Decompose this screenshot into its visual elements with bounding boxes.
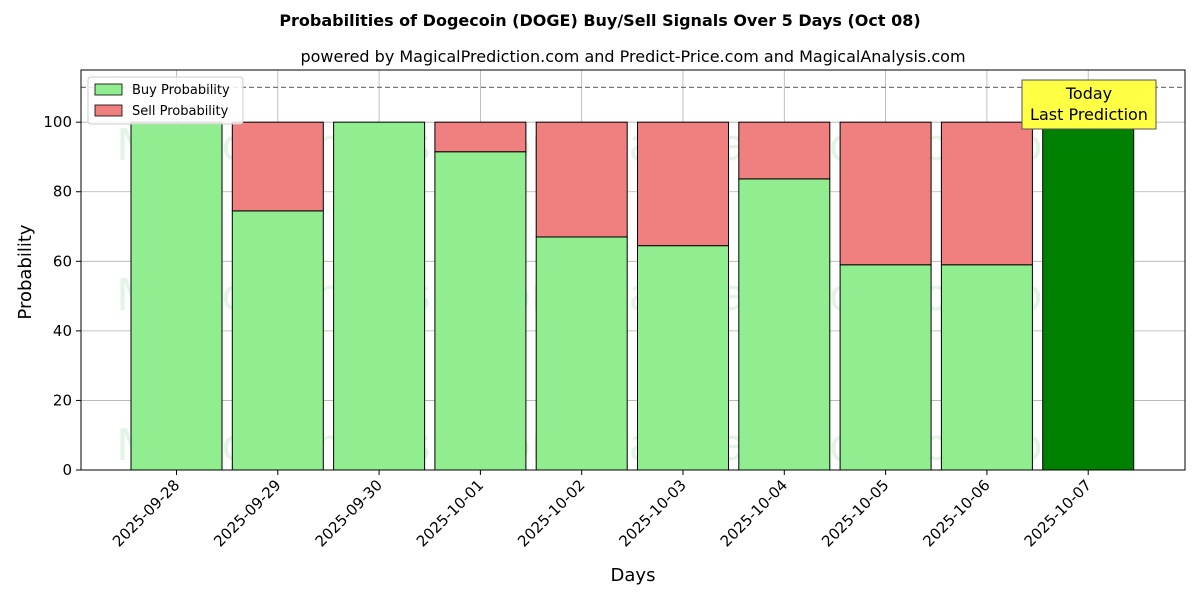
chart-subtitle: powered by MagicalPrediction.com and Pre… (300, 47, 965, 66)
legend: Buy Probability Sell Probability (87, 76, 244, 125)
x-tick-label: 2025-09-29 (210, 476, 284, 550)
bar-buy-2025-09-30 (333, 121, 426, 471)
legend-swatch-sell (94, 104, 123, 117)
today-annotation: Today Last Prediction (1021, 79, 1157, 130)
bar-buy-2025-10-04 (738, 178, 831, 471)
bar-sell-2025-10-04 (738, 121, 831, 180)
chart-title: Probabilities of Dogecoin (DOGE) Buy/Sel… (279, 11, 920, 30)
legend-label-sell: Sell Probability (132, 104, 229, 119)
annotation-line1: Today (1065, 84, 1112, 103)
x-tick-label: 2025-10-06 (919, 476, 993, 550)
y-axis-ticks: 0 20 40 60 80 100 (43, 113, 81, 479)
y-tick-label: 80 (53, 183, 72, 201)
bar-sell-2025-09-29 (231, 121, 324, 212)
plot-frame (80, 69, 1186, 471)
legend-swatch-buy (94, 83, 123, 96)
bar-sell-2025-10-06 (940, 121, 1033, 266)
bar-sell-2025-10-01 (434, 121, 527, 153)
bar-buy-2025-09-28 (130, 121, 223, 471)
y-tick-label: 40 (53, 322, 72, 340)
x-tick-label: 2025-09-30 (312, 476, 386, 550)
bar-buy-2025-10-05 (839, 264, 932, 471)
bar-sell-2025-10-02 (535, 121, 628, 238)
annotation-box (1021, 79, 1157, 130)
bar-buy-2025-10-07 (1042, 121, 1135, 471)
x-tick-label: 2025-10-01 (413, 476, 487, 550)
x-tick-label: 2025-10-02 (514, 476, 588, 550)
y-tick-label: 0 (62, 461, 72, 479)
bar-buy-2025-10-02 (535, 236, 628, 471)
x-tick-label: 2025-10-07 (1021, 476, 1095, 550)
x-axis-label: Days (611, 565, 656, 586)
bar-sell-2025-10-05 (839, 121, 932, 266)
bar-buy-2025-10-06 (940, 264, 1033, 471)
y-tick-label: 60 (53, 252, 72, 270)
x-tick-label: 2025-10-04 (717, 476, 791, 550)
bar-buy-2025-09-29 (231, 210, 324, 471)
legend-box (87, 76, 244, 125)
bar-buy-2025-10-03 (637, 245, 729, 471)
x-tick-label: 2025-09-28 (109, 476, 183, 550)
x-axis-ticks: 2025-09-28 2025-09-29 2025-09-30 2025-10-01… (109, 470, 1095, 550)
bar-buy-2025-10-01 (434, 151, 527, 471)
y-axis-label: Probability (15, 224, 36, 319)
x-tick-label: 2025-10-05 (818, 476, 892, 550)
y-tick-label: 100 (43, 113, 72, 131)
bar-sell-2025-10-03 (637, 121, 729, 247)
annotation-line2: Last Prediction (1030, 105, 1148, 124)
y-tick-label: 20 (53, 391, 72, 409)
x-tick-label: 2025-10-03 (615, 476, 689, 550)
bars (130, 121, 1135, 471)
legend-label-buy: Buy Probability (132, 83, 230, 98)
